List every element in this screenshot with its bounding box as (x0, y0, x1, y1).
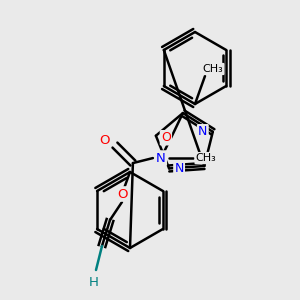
Text: H: H (89, 275, 99, 289)
Text: O: O (161, 131, 171, 144)
Text: N: N (156, 152, 166, 165)
Text: O: O (117, 188, 127, 200)
Text: N: N (198, 125, 208, 138)
Text: CH₃: CH₃ (202, 64, 224, 74)
Text: O: O (100, 134, 110, 147)
Text: CH₃: CH₃ (196, 153, 216, 163)
Text: N: N (174, 162, 184, 175)
